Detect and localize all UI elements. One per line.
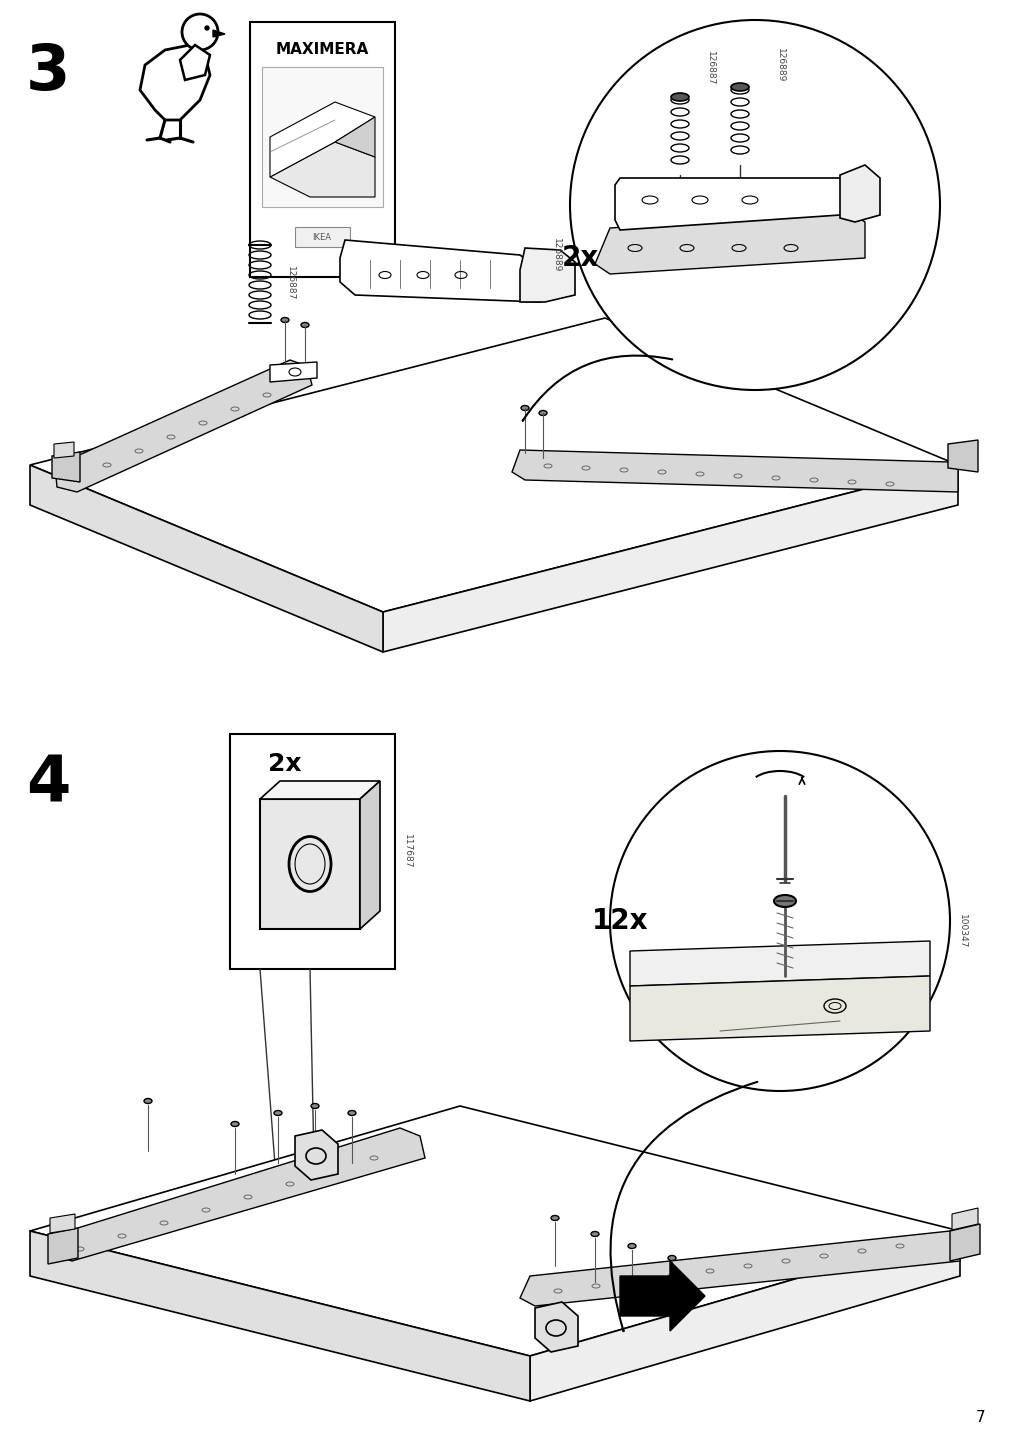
Text: 4: 4 xyxy=(26,753,70,815)
Polygon shape xyxy=(140,44,210,120)
Circle shape xyxy=(569,20,939,390)
Polygon shape xyxy=(30,1106,959,1356)
Polygon shape xyxy=(30,1232,530,1400)
Ellipse shape xyxy=(667,1256,675,1260)
Ellipse shape xyxy=(730,83,748,92)
Polygon shape xyxy=(50,1128,425,1262)
Text: 126887: 126887 xyxy=(285,266,294,301)
Text: 3: 3 xyxy=(25,42,70,103)
Circle shape xyxy=(182,14,217,50)
Polygon shape xyxy=(180,44,210,80)
Ellipse shape xyxy=(348,1110,356,1116)
Polygon shape xyxy=(260,799,360,929)
Ellipse shape xyxy=(628,1243,635,1249)
Ellipse shape xyxy=(521,405,529,411)
Polygon shape xyxy=(55,359,311,493)
Text: 2x: 2x xyxy=(561,243,599,272)
Polygon shape xyxy=(335,117,375,158)
Polygon shape xyxy=(30,465,382,652)
FancyArrowPatch shape xyxy=(523,355,671,421)
Polygon shape xyxy=(620,1262,705,1330)
Polygon shape xyxy=(594,212,864,274)
Ellipse shape xyxy=(231,1121,239,1127)
Ellipse shape xyxy=(281,318,289,322)
Bar xyxy=(262,67,382,208)
Polygon shape xyxy=(340,241,540,302)
FancyArrowPatch shape xyxy=(610,1081,756,1332)
Ellipse shape xyxy=(539,411,547,415)
Text: 126889: 126889 xyxy=(774,47,784,82)
Ellipse shape xyxy=(274,1110,282,1116)
Bar xyxy=(229,735,394,969)
Polygon shape xyxy=(54,442,74,458)
Polygon shape xyxy=(270,142,375,198)
Polygon shape xyxy=(520,248,574,302)
Ellipse shape xyxy=(590,1232,599,1236)
Circle shape xyxy=(205,26,209,30)
Ellipse shape xyxy=(300,322,308,328)
Polygon shape xyxy=(530,1232,959,1400)
Text: 12x: 12x xyxy=(591,906,648,935)
Polygon shape xyxy=(949,1224,979,1262)
Text: 117687: 117687 xyxy=(402,833,411,868)
Ellipse shape xyxy=(144,1098,152,1104)
Polygon shape xyxy=(630,941,929,987)
Ellipse shape xyxy=(670,93,688,102)
Polygon shape xyxy=(947,440,977,473)
Polygon shape xyxy=(270,102,375,178)
Polygon shape xyxy=(30,318,957,611)
Polygon shape xyxy=(512,450,957,493)
Text: 100347: 100347 xyxy=(956,914,966,948)
Polygon shape xyxy=(48,1229,78,1264)
Polygon shape xyxy=(951,1209,977,1230)
Bar xyxy=(250,21,394,276)
Text: IKEA: IKEA xyxy=(312,232,332,242)
Polygon shape xyxy=(50,1214,75,1233)
Polygon shape xyxy=(212,30,224,37)
Text: 126889: 126889 xyxy=(551,238,560,272)
Text: MAXIMERA: MAXIMERA xyxy=(275,43,368,57)
Text: 7: 7 xyxy=(975,1411,984,1425)
Polygon shape xyxy=(52,453,80,483)
Ellipse shape xyxy=(550,1216,558,1220)
Text: 2x: 2x xyxy=(268,752,301,776)
Polygon shape xyxy=(615,178,854,231)
Ellipse shape xyxy=(310,1104,318,1108)
Polygon shape xyxy=(382,465,957,652)
Polygon shape xyxy=(295,1130,338,1180)
Polygon shape xyxy=(535,1302,577,1352)
Polygon shape xyxy=(839,165,880,222)
Polygon shape xyxy=(270,362,316,382)
Bar xyxy=(295,228,350,246)
Circle shape xyxy=(610,750,949,1091)
Polygon shape xyxy=(520,1232,959,1306)
Polygon shape xyxy=(260,780,379,799)
Polygon shape xyxy=(630,977,929,1041)
Ellipse shape xyxy=(773,895,796,906)
Text: 126887: 126887 xyxy=(705,50,714,84)
Polygon shape xyxy=(360,780,379,929)
